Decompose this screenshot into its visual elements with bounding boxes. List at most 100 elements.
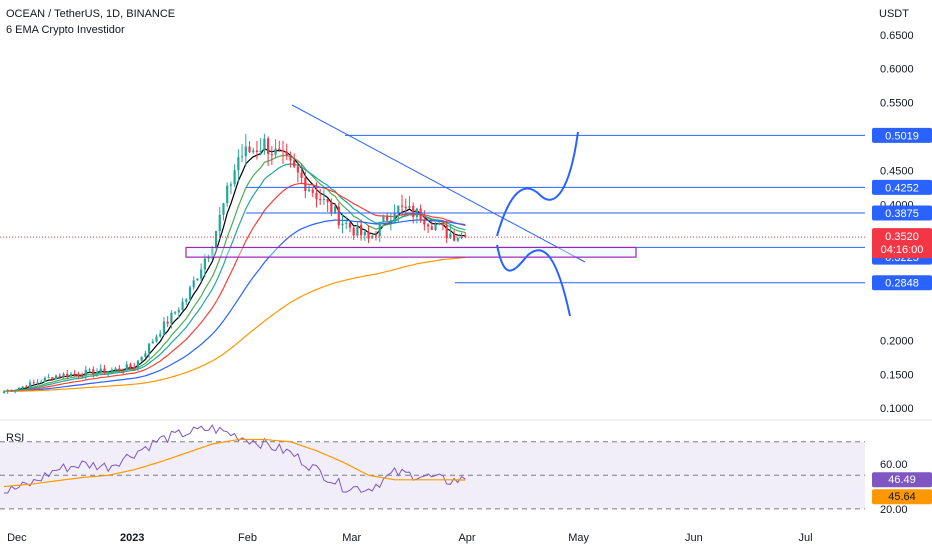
price-tick-label: 0.2000	[880, 335, 914, 347]
candle-body	[110, 369, 113, 372]
candle-body	[125, 364, 128, 371]
chart-title: OCEAN / TetherUS, 1D, BINANCE	[6, 8, 176, 20]
candle-body	[77, 373, 80, 376]
candle-body	[400, 205, 404, 207]
price-tick-label: 0.6000	[880, 64, 914, 76]
candle-body	[333, 206, 337, 214]
bar-countdown: 04:16:00	[881, 244, 924, 256]
candle-body	[36, 382, 39, 384]
candle-body	[367, 231, 370, 239]
candle-body	[6, 389, 9, 392]
time-tick-label: 2023	[120, 532, 144, 544]
candle-body	[408, 205, 411, 209]
candle-body	[81, 375, 84, 377]
candle-body	[121, 370, 125, 372]
candle-body	[21, 386, 24, 388]
candle-body	[28, 382, 32, 388]
candle-body	[412, 205, 415, 218]
candle-body	[114, 368, 117, 370]
candle-body	[289, 155, 292, 161]
candle-body	[155, 336, 158, 342]
candle-body	[222, 203, 225, 215]
candle-body	[252, 150, 255, 153]
candle-body	[107, 371, 110, 374]
candle-body	[423, 219, 426, 225]
rsi-tick-label: 20.00	[880, 504, 908, 516]
candle-body	[278, 148, 281, 151]
time-tick-label: Jul	[798, 532, 812, 544]
time-tick-label: Mar	[342, 532, 361, 544]
indicator-name: 6 EMA Crypto Investidor	[6, 24, 125, 36]
candle-body	[95, 372, 99, 375]
candle-body	[43, 377, 47, 382]
candle-body	[181, 301, 184, 311]
candle-body	[211, 248, 214, 256]
candle-body	[363, 231, 366, 236]
time-tick-label: Dec	[7, 532, 27, 544]
candle-body	[66, 373, 69, 377]
candle-body	[307, 189, 311, 192]
price-tick-label: 0.4500	[880, 166, 914, 178]
candle-body	[460, 235, 463, 238]
candle-body	[285, 151, 288, 156]
candle-body	[84, 369, 87, 376]
price-level-badge-bg	[872, 127, 932, 143]
candle-body	[404, 206, 407, 209]
price-level-badge: 0.2848	[885, 278, 919, 290]
ema-120-line	[4, 256, 466, 392]
candle-body	[188, 287, 192, 300]
candle-body	[159, 333, 162, 337]
candle-body	[426, 224, 430, 227]
candle-body	[438, 222, 441, 225]
candle-body	[118, 368, 121, 371]
candle-body	[445, 225, 448, 239]
price-tick-label: 0.6500	[880, 30, 914, 42]
candle-body	[304, 177, 307, 192]
candle-body	[386, 215, 389, 221]
candle-body	[441, 222, 445, 226]
candle-body	[300, 172, 303, 178]
candle-body	[319, 199, 322, 201]
candle-body	[311, 189, 314, 193]
bearish-projection-curve	[496, 244, 571, 317]
candle-body	[144, 353, 147, 358]
last-price-badge-bg	[872, 228, 932, 259]
candle-body	[430, 226, 433, 230]
price-level-badge: 0.4252	[885, 182, 919, 194]
candle-body	[453, 233, 456, 241]
bullish-projection-curve	[496, 131, 579, 237]
price-level-badge-bg	[872, 275, 932, 291]
rsi-tick-label: 60.00	[880, 459, 908, 471]
candle-body	[147, 343, 151, 354]
candle-body	[170, 312, 173, 324]
candle-body	[177, 310, 180, 313]
candle-body	[237, 157, 240, 171]
candle-body	[166, 321, 169, 324]
candle-body	[17, 387, 20, 390]
candle-body	[226, 185, 229, 204]
time-tick-label: Jun	[685, 532, 703, 544]
candle-body	[434, 224, 437, 230]
time-tick-label: May	[568, 532, 589, 544]
price-tick-label: 0.5500	[880, 98, 914, 110]
candle-body	[315, 192, 318, 200]
price-level-badge-bg	[872, 205, 932, 221]
candle-body	[136, 360, 140, 368]
ema-15-line	[3, 163, 466, 392]
candle-body	[348, 222, 352, 228]
candle-body	[393, 213, 396, 221]
candle-body	[192, 280, 195, 288]
candle-body	[322, 199, 326, 201]
ema-50-line	[3, 219, 466, 392]
rsi-badge-bg	[872, 472, 932, 488]
candle-body	[151, 341, 154, 344]
candle-body	[103, 368, 106, 374]
candle-body	[88, 369, 91, 371]
rsi-ma-badge-bg	[872, 489, 932, 505]
candle-body	[203, 258, 206, 270]
candle-body	[54, 375, 58, 380]
candle-body	[196, 278, 199, 281]
support-zone-box	[185, 246, 637, 258]
